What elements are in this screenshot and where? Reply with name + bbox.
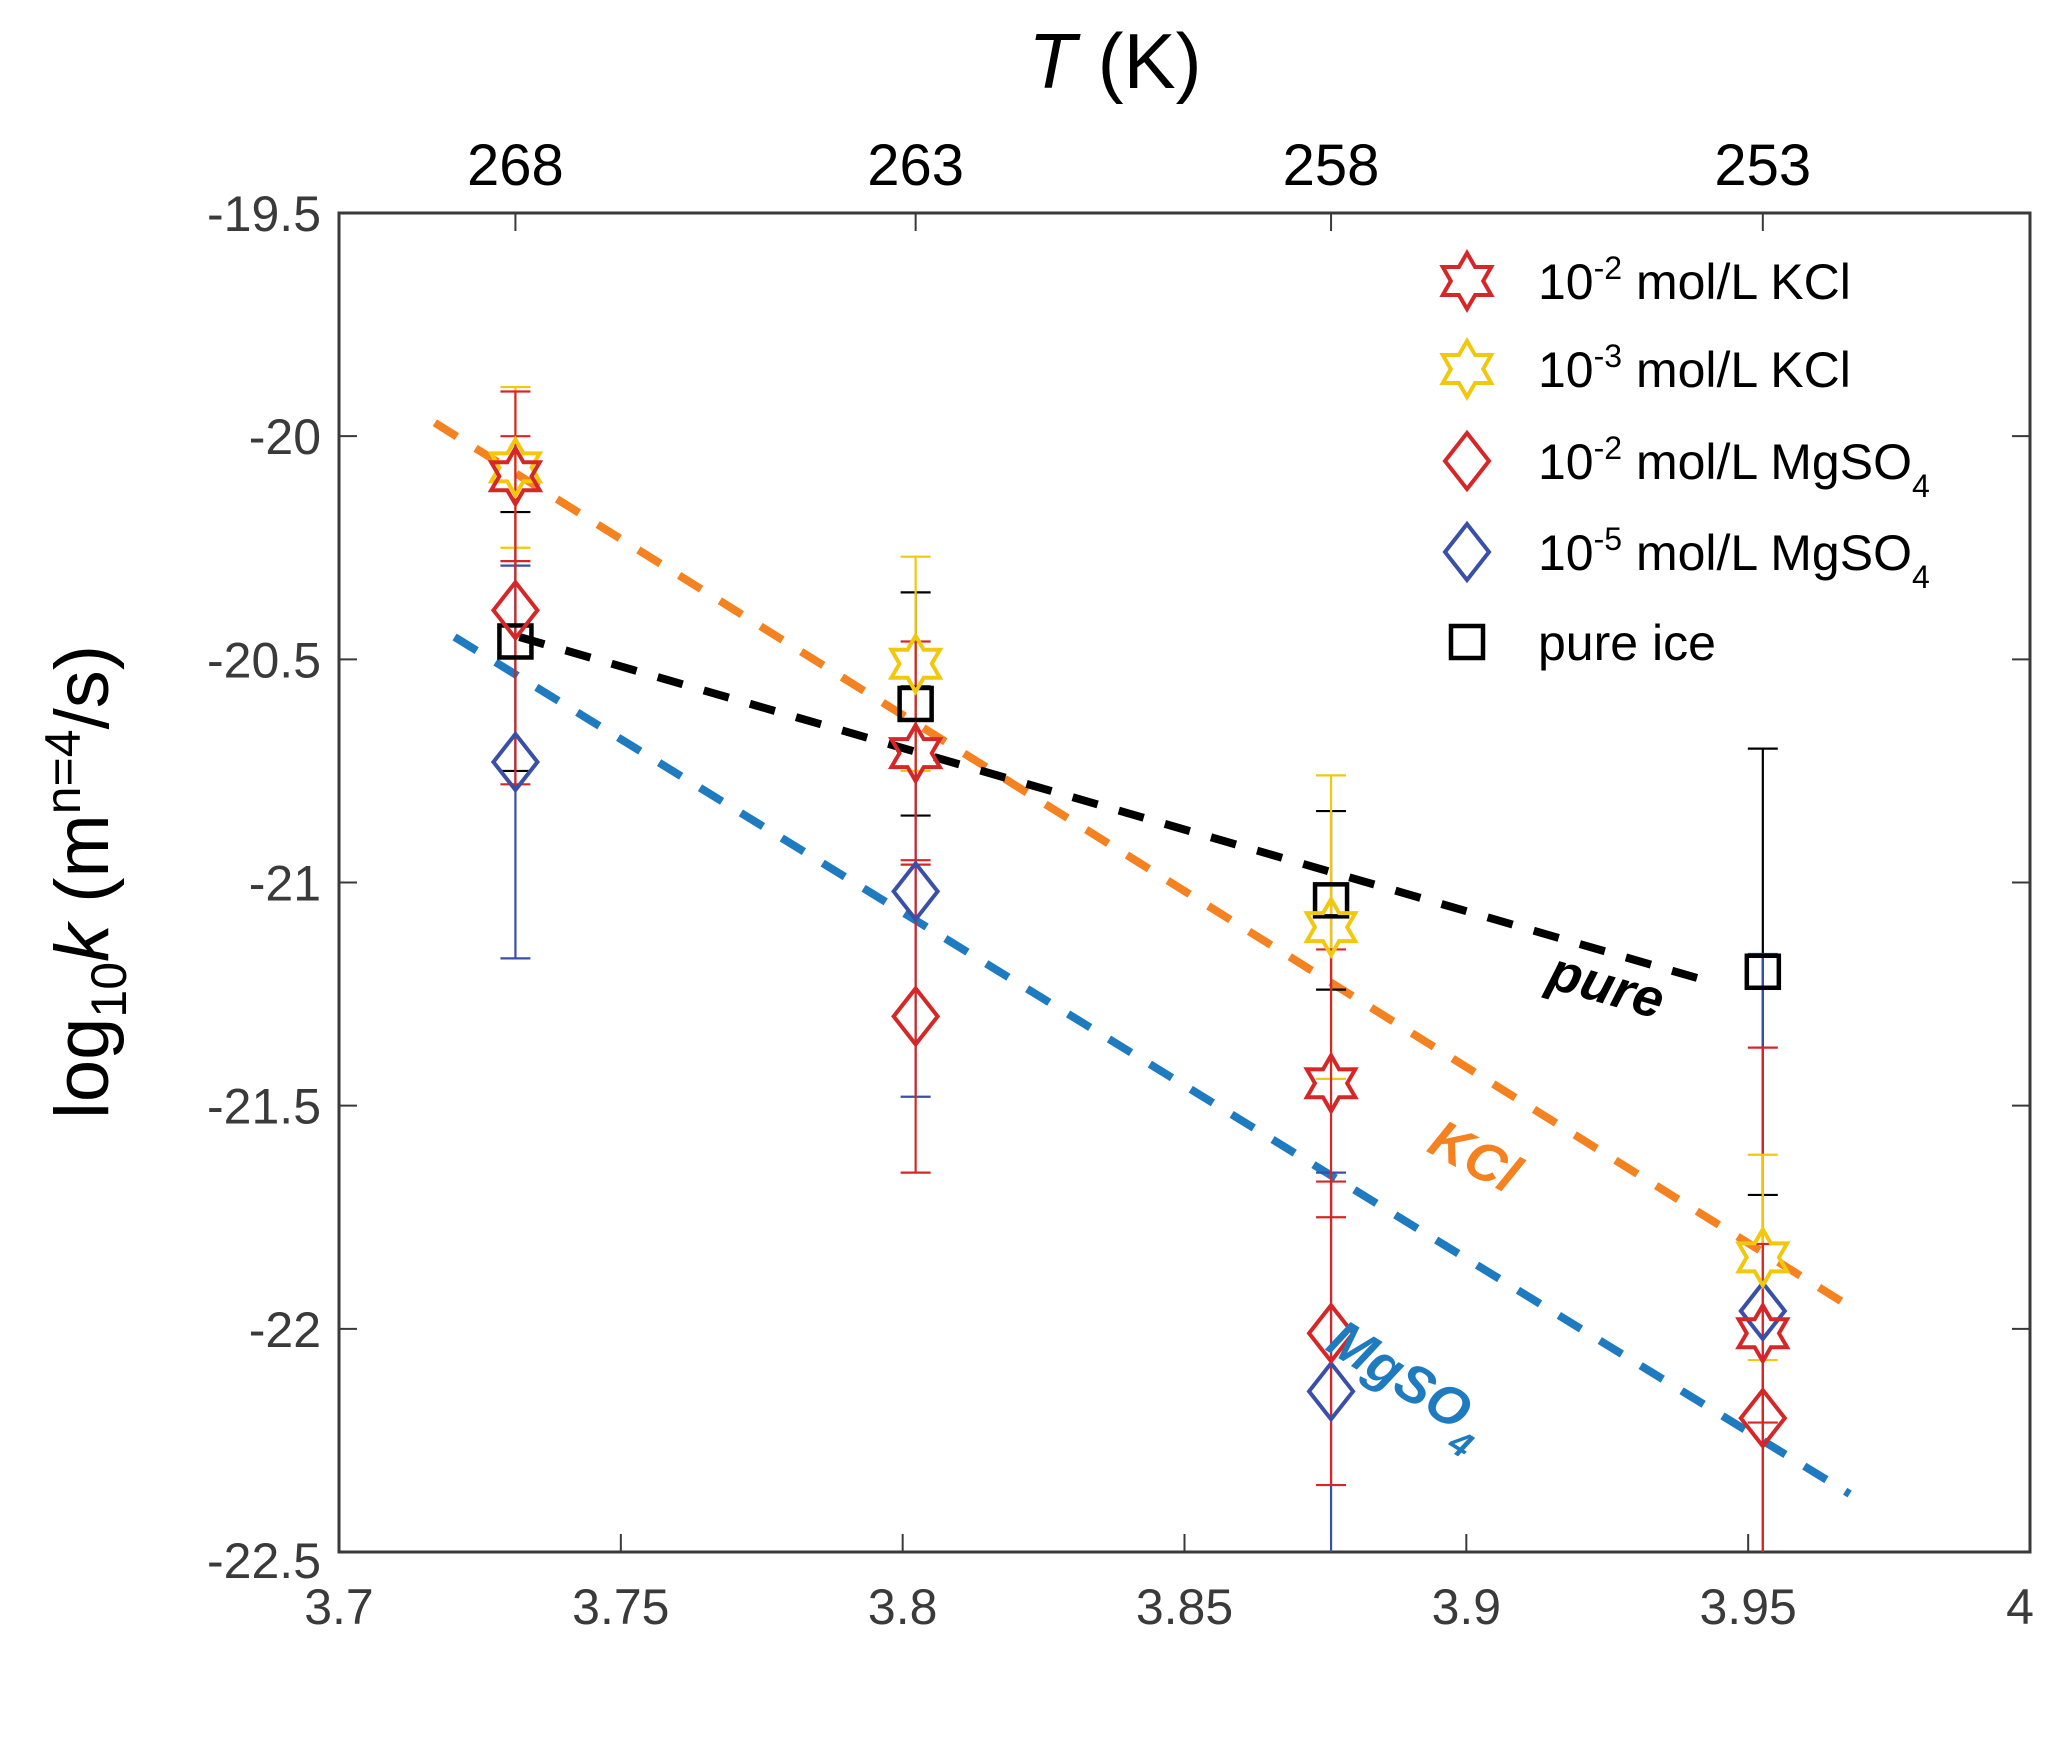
data-point-diamond [1738,1279,1788,1343]
legend-marker-diamond [1442,429,1492,493]
top-x-tick-label: 268 [467,133,564,198]
data-point-diamond [490,730,540,794]
legend-item: 10-3 mol/L KCl [1439,337,1851,401]
data-markers [487,435,1791,1450]
legend-label-text: mol/L KCl [1622,342,1851,398]
y-axis-title-superscript: n=4 [35,729,91,814]
y-tick-label: -20 [249,409,321,465]
annotation-kcl: KCl [1420,1108,1531,1205]
x-tick-label: 3.95 [1700,1579,1797,1635]
y-tick-label: -21 [249,856,321,912]
legend-label: 10-2 mol/L KCl [1538,250,1851,310]
y-axis-title: log10k (mn=4/s) [35,645,137,1119]
x-tick-label: 3.85 [1136,1579,1233,1635]
x-tick-label: 3.8 [868,1579,938,1635]
data-point-hexagram [887,721,944,786]
legend-item: 10-2 mol/L KCl [1439,249,1851,313]
legend-label-superscript: -3 [1594,338,1622,374]
y-tick-label: -22 [249,1302,321,1358]
legend-label-text: 10 [1538,254,1594,310]
legend-label: 10-3 mol/L KCl [1538,338,1851,398]
top-x-tick-label: 258 [1283,133,1380,198]
legend-label-text: mol/L MgSO [1622,434,1912,490]
legend-label: pure ice [1538,615,1716,671]
x-tick-label: 4 [2006,1579,2034,1635]
legend-marker-diamond [1442,520,1492,584]
data-point-square [497,623,534,660]
axes: 3.7 3.75 3.8 3.85 3.9 3.95 4 -19.5 -20 -20.5 -21 -2… [207,133,2034,1635]
fit-lines [432,419,1852,1498]
annotation-pure: pure [1540,940,1671,1030]
x-tick-label: 3.75 [572,1579,669,1635]
legend-label-text: pure ice [1538,615,1716,671]
top-x-axis-title: T (K) [1028,17,1201,105]
top-x-axis-var: T [1028,17,1081,105]
data-point-diamond [891,860,941,923]
data-point-hexagram [1735,1225,1791,1290]
legend-marker-square [1448,623,1486,661]
fit-line-kcl [432,419,1852,1310]
y-axis-title-base: log [40,1018,125,1119]
data-point-diamond [1306,1360,1356,1423]
x-tick-label: 3.7 [304,1579,374,1635]
data-point-diamond [490,578,540,642]
y-tick-label: -20.5 [207,632,321,688]
y-axis-title-unit-close: /s) [40,645,125,729]
y-tick-label: -19.5 [207,186,321,242]
legend-label-superscript: -2 [1594,250,1622,286]
top-x-tick-label: 253 [1714,133,1811,198]
top-x-tick-label: 263 [867,133,964,198]
y-axis-title-subscript: 10 [81,962,137,1018]
data-point-hexagram [1303,1051,1359,1116]
data-point-square [1312,882,1350,919]
data-point-hexagram [487,444,544,509]
legend-label-text: 10 [1538,525,1594,581]
legend-label-text: mol/L KCl [1622,254,1851,310]
legend-label: 10-5 mol/L MgSO4 [1538,521,1930,595]
legend-item: 10-5 mol/L MgSO4 [1442,520,1930,595]
data-point-diamond [1306,1302,1356,1365]
legend-label-subscript: 4 [1912,468,1930,504]
legend-label-subscript: 4 [1912,559,1930,595]
legend-marker-hexagram [1439,337,1495,401]
legend-label-text: 10 [1538,434,1594,490]
data-point-hexagram [1303,895,1359,960]
fit-line-mgso [452,633,1852,1498]
y-axis-title-var: k [40,920,125,962]
data-point-diamond [1738,1386,1788,1450]
y-axis-title-unit-open: (m [40,814,125,924]
y-tick-label: -21.5 [207,1079,321,1135]
legend-label-text: 10 [1538,342,1594,398]
legend-label-superscript: -5 [1594,521,1622,557]
legend-label: 10-2 mol/L MgSO4 [1538,430,1930,504]
annotation-text: pure [1540,940,1671,1030]
plot-frame [337,211,2032,1554]
annotation-mgso: MgSO4 [1309,1308,1499,1466]
top-x-axis-unit: (K) [1076,17,1202,105]
x-tick-label: 3.9 [1432,1579,1502,1635]
data-point-hexagram [487,435,544,500]
data-point-hexagram [1735,1301,1791,1366]
y-tick-label: -22.5 [207,1533,321,1589]
legend-label-text: mol/L MgSO [1622,525,1912,581]
legend-label-superscript: -2 [1594,430,1622,466]
fit-line-pure [518,633,1708,985]
legend-item: 10-2 mol/L MgSO4 [1442,429,1930,504]
data-point-hexagram [887,631,944,696]
legend-item: pure ice [1448,615,1716,671]
legend-marker-hexagram [1439,249,1495,313]
data-point-square [1744,953,1782,991]
annotation-text: KCl [1420,1108,1531,1205]
data-point-diamond [891,985,941,1048]
